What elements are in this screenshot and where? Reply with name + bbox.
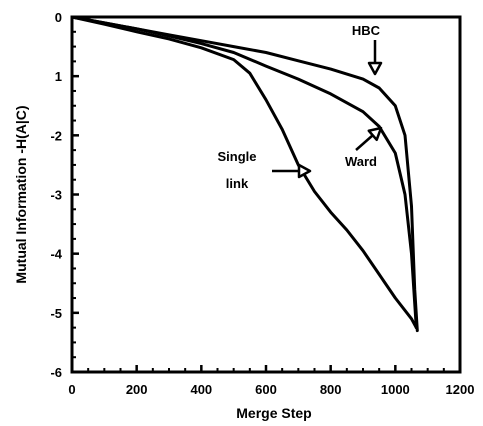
annotation-link: link bbox=[226, 176, 249, 191]
y-tick-label: -4 bbox=[50, 247, 62, 262]
y-tick-label: -2 bbox=[50, 128, 62, 143]
x-tick-label: 600 bbox=[255, 382, 277, 397]
y-tick-label: 0 bbox=[55, 10, 62, 25]
series-line-hbc bbox=[70, 15, 419, 333]
y-tick-label: -6 bbox=[50, 365, 62, 380]
y-axis-title: Mutual Information -H(A|C) bbox=[13, 105, 29, 283]
y-tick-label: -5 bbox=[50, 306, 62, 321]
x-tick-label: 0 bbox=[68, 382, 75, 397]
arrow-hbc-head bbox=[367, 61, 383, 76]
x-tick-label: 400 bbox=[190, 382, 212, 397]
x-tick-label: 1200 bbox=[446, 382, 475, 397]
annotation-hbc: HBC bbox=[352, 23, 381, 38]
y-tick-label: 1 bbox=[55, 69, 62, 84]
annotation-ward: Ward bbox=[345, 154, 377, 169]
annotation-single: Single bbox=[217, 149, 256, 164]
x-tick-label: 200 bbox=[126, 382, 148, 397]
arrow-single-link-head bbox=[297, 163, 312, 179]
series-line-ward bbox=[70, 15, 418, 330]
series-line-single-link bbox=[70, 15, 418, 330]
x-tick-label: 1000 bbox=[381, 382, 410, 397]
plot-frame bbox=[70, 15, 462, 374]
x-tick-label: 800 bbox=[320, 382, 342, 397]
y-tick-label: -3 bbox=[50, 188, 62, 203]
x-axis-title: Merge Step bbox=[236, 405, 311, 421]
arrow-ward-head bbox=[367, 126, 383, 142]
